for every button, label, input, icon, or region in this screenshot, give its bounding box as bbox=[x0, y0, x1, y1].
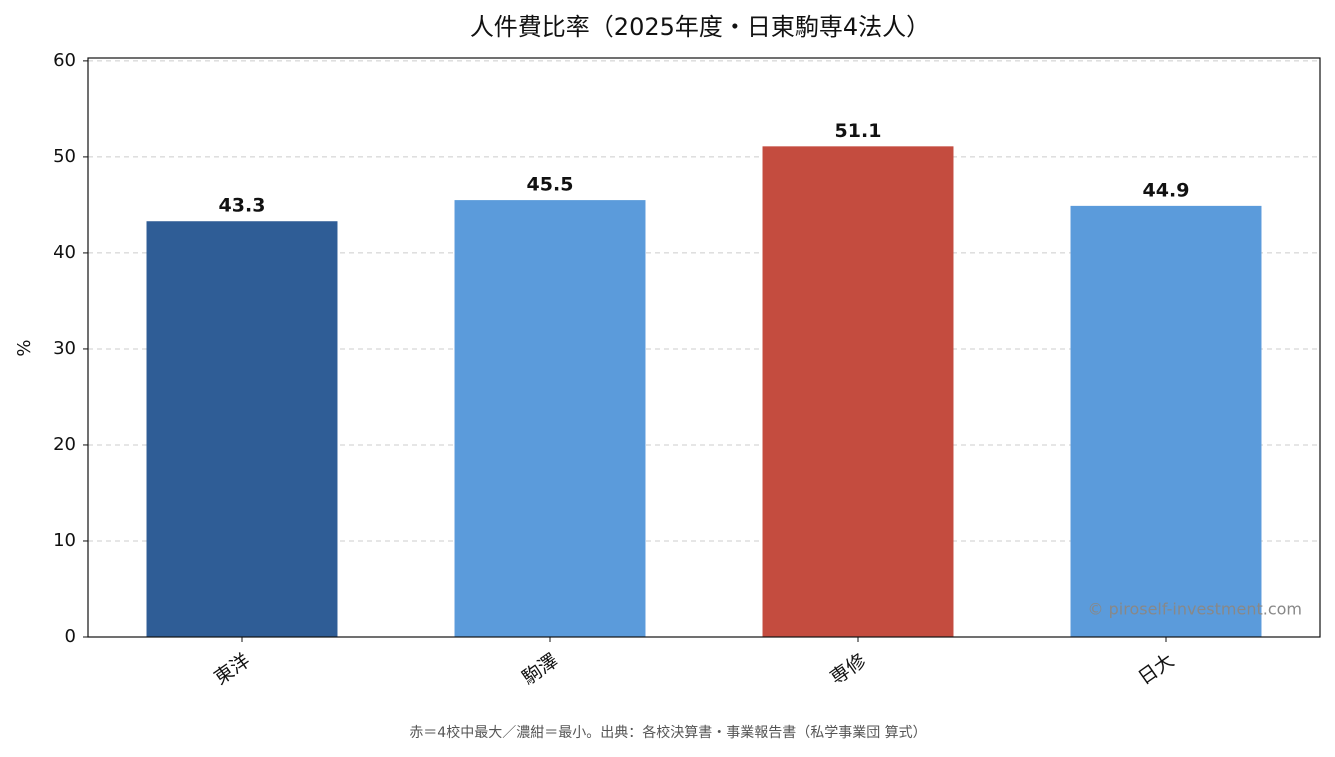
value-label: 43.3 bbox=[219, 195, 266, 217]
bar bbox=[1070, 205, 1262, 637]
x-tick-label: 日大 bbox=[1134, 650, 1178, 690]
plot-frame bbox=[87, 57, 1321, 638]
value-label: 51.1 bbox=[835, 120, 882, 142]
y-tick-label: 0 bbox=[65, 626, 76, 647]
y-tick-label: 40 bbox=[53, 242, 76, 263]
x-tick-label: 東洋 bbox=[210, 650, 254, 690]
watermark: © piroself-investment.com bbox=[1088, 600, 1302, 619]
y-tick-label: 20 bbox=[53, 434, 76, 455]
x-tick-label: 駒澤 bbox=[518, 650, 562, 690]
y-tick-label: 50 bbox=[53, 146, 76, 167]
y-tick-label: 10 bbox=[53, 530, 76, 551]
chart-title: 人件費比率（2025年度・日東駒専4法人） bbox=[470, 13, 930, 41]
y-tick-label: 60 bbox=[53, 50, 76, 71]
footnote: 赤＝4校中最大／濃紺＝最小。出典：各校決算書・事業報告書（私学事業団 算式） bbox=[409, 724, 926, 741]
bar bbox=[454, 200, 646, 638]
x-tick-label: 専修 bbox=[826, 650, 870, 690]
y-tick-label: 30 bbox=[53, 338, 76, 359]
bar bbox=[762, 146, 954, 637]
value-label: 45.5 bbox=[527, 174, 574, 196]
y-axis-label: % bbox=[14, 339, 35, 356]
value-label: 44.9 bbox=[1143, 179, 1190, 201]
bar bbox=[146, 221, 338, 637]
